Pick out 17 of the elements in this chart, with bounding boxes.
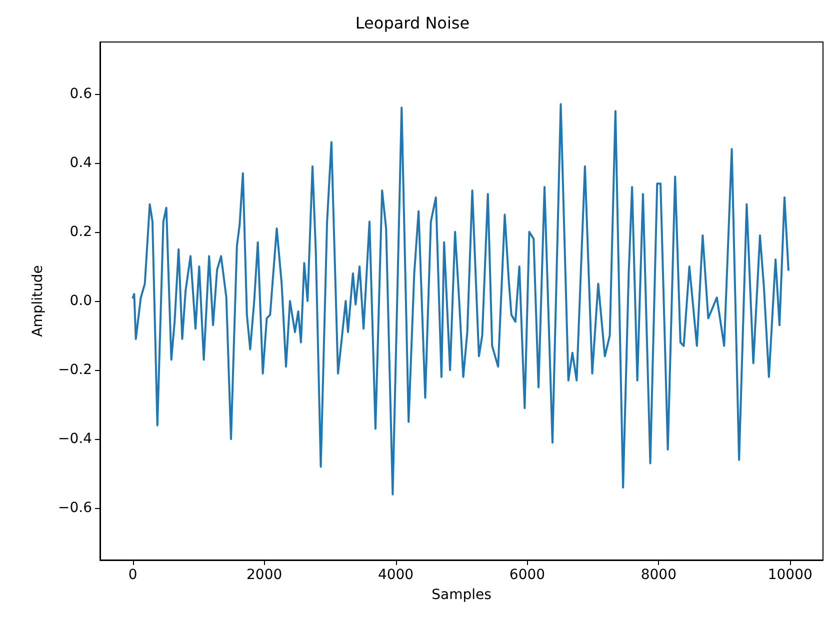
line-series bbox=[132, 103, 790, 496]
y-axis-title: Amplitude bbox=[30, 265, 46, 337]
x-tick-label: 10000 bbox=[768, 567, 812, 583]
x-tick-label: 2000 bbox=[246, 567, 282, 583]
x-axis-title: Samples bbox=[432, 587, 492, 603]
y-tick-label: 0.4 bbox=[70, 154, 92, 171]
y-tick-label: 0.0 bbox=[70, 293, 92, 309]
x-tick-label: 8000 bbox=[640, 567, 676, 583]
x-tick-label: 4000 bbox=[378, 567, 414, 583]
chart-title: Leopard Noise bbox=[355, 14, 470, 32]
x-tick-label: 6000 bbox=[509, 567, 546, 583]
y-tick-label: −0.4 bbox=[58, 431, 92, 448]
y-tick-label: −0.2 bbox=[58, 362, 92, 378]
x-tick-label: 0 bbox=[128, 567, 138, 583]
y-tick-label: 0.2 bbox=[70, 224, 92, 240]
y-tick-label: −0.6 bbox=[58, 500, 92, 516]
y-tick-label: 0.6 bbox=[70, 86, 92, 102]
